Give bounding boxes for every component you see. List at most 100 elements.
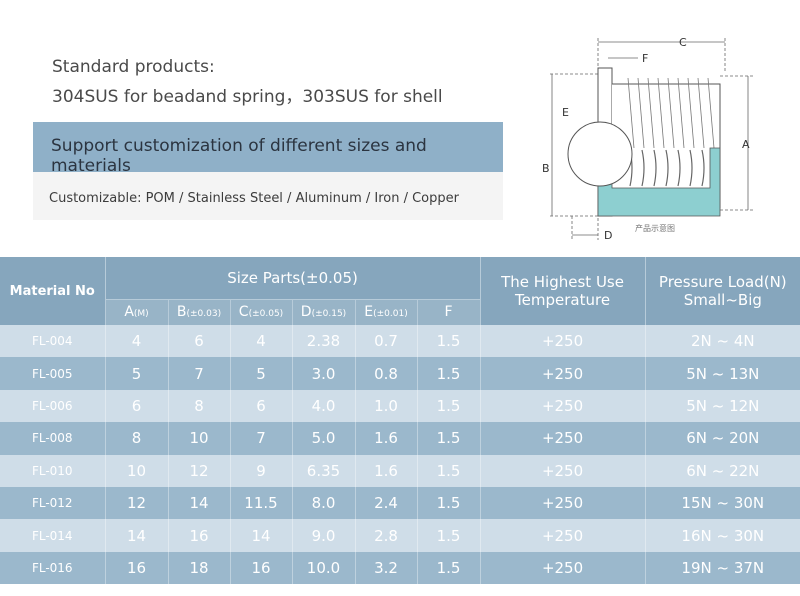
col-e-header: E(±0.01): [354, 299, 417, 325]
d-cell: 3.0: [291, 357, 355, 390]
material-cell: FL-010: [0, 454, 105, 487]
dimension-lines: [550, 38, 754, 240]
d-cell: 2.38: [291, 325, 355, 358]
e-cell: 1.6: [354, 454, 417, 487]
temp-cell: +250: [479, 519, 646, 552]
b-cell: 16: [167, 519, 230, 552]
col-c-header: C(±0.05): [229, 299, 292, 325]
label-f: F: [642, 52, 648, 65]
d-cell: 6.35: [291, 454, 355, 487]
d-cell: 9.0: [291, 519, 355, 552]
material-cell: FL-016: [0, 551, 105, 585]
material-cell: FL-014: [0, 519, 105, 552]
table-row: FL-012 12 14 11.5 8.0 2.4 1.5 +250 15N ~ 30N: [0, 486, 800, 520]
material-cell: FL-012: [0, 486, 105, 520]
a-cell: 16: [104, 551, 168, 585]
load-cell: 19N ~ 37N: [644, 551, 800, 585]
e-cell: 0.7: [354, 325, 417, 358]
f-cell: 1.5: [416, 486, 481, 520]
b-cell: 14: [167, 486, 230, 520]
f-cell: 1.5: [416, 389, 481, 423]
a-cell: 10: [104, 454, 168, 487]
load-cell: 16N ~ 30N: [644, 519, 800, 552]
table-row: FL-016 16 18 16 10.0 3.2 1.5 +250 19N ~ 37N: [0, 551, 800, 585]
ball: [567, 121, 633, 187]
table-row: FL-008 8 10 7 5.0 1.6 1.5 +250 6N ~ 20N: [0, 422, 800, 455]
label-e: E: [562, 106, 569, 119]
e-cell: 2.4: [354, 486, 417, 520]
a-cell: 6: [104, 389, 168, 423]
c-cell: 7: [229, 422, 292, 455]
b-cell: 8: [167, 389, 230, 423]
e-cell: 3.2: [354, 551, 417, 585]
material-cell: FL-004: [0, 325, 105, 358]
c-cell: 16: [229, 551, 292, 585]
temp-cell: +250: [479, 454, 646, 487]
material-cell: FL-006: [0, 389, 105, 423]
temp-cell: +250: [479, 486, 646, 520]
label-d: D: [604, 229, 612, 242]
d-cell: 4.0: [291, 389, 355, 423]
table-row: FL-006 6 8 6 4.0 1.0 1.5 +250 5N ~ 12N: [0, 389, 800, 423]
temp-cell: +250: [479, 357, 646, 390]
b-cell: 12: [167, 454, 230, 487]
intro-text: Standard products: 304SUS for beadand sp…: [52, 52, 443, 112]
label-b: B: [542, 162, 550, 175]
material-cell: FL-008: [0, 422, 105, 455]
temp-cell: +250: [479, 389, 646, 423]
temperature-header: The Highest Use Temperature: [479, 257, 646, 325]
e-cell: 2.8: [354, 519, 417, 552]
f-cell: 1.5: [416, 422, 481, 455]
diagram-caption: 产品示意图: [635, 223, 675, 233]
table-row: FL-014 14 16 14 9.0 2.8 1.5 +250 16N ~ 30N: [0, 519, 800, 552]
thread-lines: [627, 77, 715, 149]
spec-table-body: FL-004 4 6 4 2.38 0.7 1.5 +250 2N ~ 4N FL-005 5 7 5…: [0, 325, 800, 585]
c-cell: 9: [229, 454, 292, 487]
e-cell: 1.0: [354, 389, 417, 423]
temp-cell: +250: [479, 422, 646, 455]
load-cell: 5N ~ 13N: [644, 357, 800, 390]
intro-line-1: Standard products:: [52, 57, 215, 77]
table-row: FL-004 4 6 4 2.38 0.7 1.5 +250 2N ~ 4N: [0, 325, 800, 358]
temp-cell: +250: [479, 551, 646, 585]
b-cell: 7: [167, 357, 230, 390]
customizable-materials: Customizable: POM / Stainless Steel / Al…: [33, 172, 503, 220]
material-header: Material No: [0, 257, 105, 325]
e-cell: 1.6: [354, 422, 417, 455]
a-cell: 8: [104, 422, 168, 455]
col-a-header: A(M): [104, 299, 168, 325]
load-cell: 2N ~ 4N: [644, 325, 800, 358]
load-cell: 15N ~ 30N: [644, 486, 800, 520]
dimension-labels: C F E B A D: [542, 36, 750, 242]
f-cell: 1.5: [416, 357, 481, 390]
b-cell: 6: [167, 325, 230, 358]
material-cell: FL-005: [0, 357, 105, 390]
spec-table: Material No Size Parts(±0.05) The Highes…: [0, 257, 800, 585]
f-cell: 1.5: [416, 519, 481, 552]
intro-line-2: 304SUS for beadand spring，303SUS for she…: [52, 87, 443, 107]
c-cell: 6: [229, 389, 292, 423]
load-cell: 6N ~ 20N: [644, 422, 800, 455]
col-f-header: F: [416, 299, 481, 325]
c-cell: 5: [229, 357, 292, 390]
col-b-header: B(±0.03): [167, 299, 230, 325]
b-cell: 18: [167, 551, 230, 585]
load-cell: 6N ~ 22N: [644, 454, 800, 487]
a-cell: 5: [104, 357, 168, 390]
pressure-load-header: Pressure Load(N) Small~Big: [644, 257, 800, 325]
a-cell: 4: [104, 325, 168, 358]
load-cell: 5N ~ 12N: [644, 389, 800, 423]
f-cell: 1.5: [416, 551, 481, 585]
customization-banner: Support customization of different sizes…: [33, 122, 503, 176]
f-cell: 1.5: [416, 454, 481, 487]
d-cell: 5.0: [291, 422, 355, 455]
c-cell: 11.5: [229, 486, 292, 520]
table-row: FL-010 10 12 9 6.35 1.6 1.5 +250 6N ~ 22N: [0, 454, 800, 487]
c-cell: 4: [229, 325, 292, 358]
a-cell: 12: [104, 486, 168, 520]
c-cell: 14: [229, 519, 292, 552]
table-row: FL-005 5 7 5 3.0 0.8 1.5 +250 5N ~ 13N: [0, 357, 800, 390]
label-c: C: [679, 36, 687, 49]
d-cell: 8.0: [291, 486, 355, 520]
b-cell: 10: [167, 422, 230, 455]
